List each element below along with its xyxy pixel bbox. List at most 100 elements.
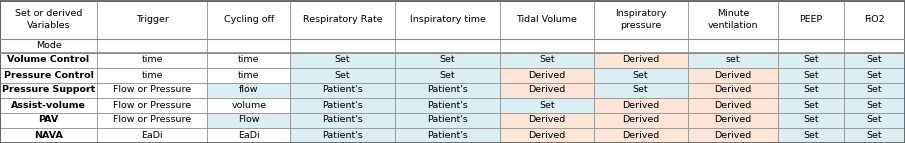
Text: Patient's: Patient's xyxy=(427,131,468,140)
Text: Patient's: Patient's xyxy=(322,131,363,140)
Bar xyxy=(844,113,905,128)
Text: Patient's: Patient's xyxy=(427,86,468,95)
Bar xyxy=(207,38,291,52)
Bar xyxy=(97,98,207,113)
Text: volume: volume xyxy=(232,101,266,110)
Bar xyxy=(0,113,97,128)
Text: Derived: Derived xyxy=(622,101,660,110)
Bar xyxy=(0,67,97,83)
Text: Set: Set xyxy=(335,55,350,64)
Bar xyxy=(395,98,500,113)
Bar xyxy=(291,0,395,38)
Text: Set: Set xyxy=(539,55,555,64)
Bar xyxy=(844,52,905,67)
Text: Pressure Support: Pressure Support xyxy=(2,86,95,95)
Bar xyxy=(207,52,291,67)
Text: Set: Set xyxy=(867,70,882,80)
Text: Derived: Derived xyxy=(529,70,566,80)
Bar xyxy=(594,52,688,67)
Text: EaDi: EaDi xyxy=(238,131,260,140)
Text: Set: Set xyxy=(804,55,819,64)
Text: time: time xyxy=(141,70,163,80)
Text: Flow: Flow xyxy=(238,116,260,125)
Text: Patient's: Patient's xyxy=(427,116,468,125)
Bar xyxy=(844,38,905,52)
Bar xyxy=(97,83,207,98)
Text: Inspiratory time: Inspiratory time xyxy=(410,15,485,24)
Bar xyxy=(688,0,778,38)
Bar xyxy=(500,0,594,38)
Text: Set: Set xyxy=(867,116,882,125)
Text: time: time xyxy=(238,70,260,80)
Bar xyxy=(844,67,905,83)
Bar xyxy=(688,113,778,128)
Bar xyxy=(778,98,844,113)
Bar xyxy=(500,38,594,52)
Text: Set: Set xyxy=(335,70,350,80)
Bar xyxy=(291,38,395,52)
Bar xyxy=(291,67,395,83)
Bar xyxy=(500,83,594,98)
Text: Set: Set xyxy=(440,70,455,80)
Bar xyxy=(778,67,844,83)
Bar xyxy=(594,67,688,83)
Text: set: set xyxy=(726,55,740,64)
Bar xyxy=(0,52,97,67)
Bar xyxy=(594,0,688,38)
Bar xyxy=(500,128,594,143)
Text: Derived: Derived xyxy=(714,70,751,80)
Text: Derived: Derived xyxy=(714,116,751,125)
Text: Derived: Derived xyxy=(622,131,660,140)
Bar xyxy=(688,128,778,143)
Text: Set: Set xyxy=(867,101,882,110)
Text: Set: Set xyxy=(539,101,555,110)
Text: Volume Control: Volume Control xyxy=(7,55,90,64)
Bar xyxy=(207,98,291,113)
Text: Set: Set xyxy=(804,70,819,80)
Bar xyxy=(844,0,905,38)
Bar xyxy=(594,98,688,113)
Text: PAV: PAV xyxy=(38,116,59,125)
Text: Set: Set xyxy=(867,55,882,64)
Bar xyxy=(500,113,594,128)
Text: Set or derived
Variables: Set or derived Variables xyxy=(14,9,82,30)
Text: time: time xyxy=(238,55,260,64)
Bar xyxy=(778,38,844,52)
Bar xyxy=(0,38,97,52)
Text: Respiratory Rate: Respiratory Rate xyxy=(303,15,383,24)
Text: Patient's: Patient's xyxy=(427,101,468,110)
Text: Derived: Derived xyxy=(714,86,751,95)
Text: Derived: Derived xyxy=(714,131,751,140)
Text: Set: Set xyxy=(633,70,649,80)
Bar xyxy=(594,83,688,98)
Text: Set: Set xyxy=(804,101,819,110)
Text: Patient's: Patient's xyxy=(322,86,363,95)
Bar xyxy=(778,0,844,38)
Bar xyxy=(844,128,905,143)
Text: FiO2: FiO2 xyxy=(864,15,885,24)
Bar xyxy=(207,0,291,38)
Bar xyxy=(778,52,844,67)
Bar xyxy=(0,0,97,38)
Bar xyxy=(0,98,97,113)
Bar xyxy=(207,113,291,128)
Bar xyxy=(395,38,500,52)
Bar xyxy=(207,67,291,83)
Bar xyxy=(688,52,778,67)
Text: Mode: Mode xyxy=(35,41,62,50)
Bar xyxy=(291,83,395,98)
Text: Patient's: Patient's xyxy=(322,101,363,110)
Text: flow: flow xyxy=(239,86,259,95)
Bar xyxy=(500,52,594,67)
Text: Tidal Volume: Tidal Volume xyxy=(517,15,577,24)
Text: PEEP: PEEP xyxy=(799,15,823,24)
Text: Flow or Pressure: Flow or Pressure xyxy=(113,116,191,125)
Bar xyxy=(395,52,500,67)
Bar xyxy=(97,38,207,52)
Bar xyxy=(97,52,207,67)
Bar xyxy=(291,52,395,67)
Bar xyxy=(688,67,778,83)
Text: Derived: Derived xyxy=(529,116,566,125)
Bar xyxy=(395,83,500,98)
Text: Assist-volume: Assist-volume xyxy=(11,101,86,110)
